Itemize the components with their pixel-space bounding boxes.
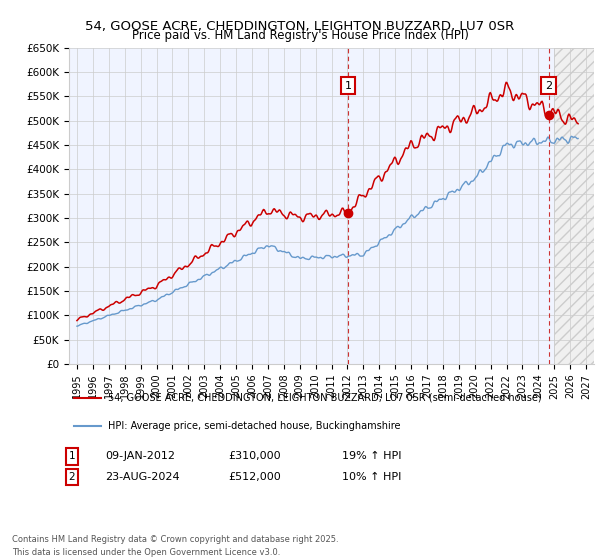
Text: 1: 1 — [68, 451, 76, 461]
Bar — [554, 48, 594, 364]
Text: 09-JAN-2012: 09-JAN-2012 — [105, 451, 175, 461]
Text: £512,000: £512,000 — [228, 472, 281, 482]
Text: HPI: Average price, semi-detached house, Buckinghamshire: HPI: Average price, semi-detached house,… — [109, 421, 401, 431]
Bar — [554, 48, 594, 364]
Text: 54, GOOSE ACRE, CHEDDINGTON, LEIGHTON BUZZARD, LU7 0SR (semi-detached house): 54, GOOSE ACRE, CHEDDINGTON, LEIGHTON BU… — [109, 393, 542, 403]
Text: 23-AUG-2024: 23-AUG-2024 — [105, 472, 179, 482]
Text: 19% ↑ HPI: 19% ↑ HPI — [342, 451, 401, 461]
Text: 2: 2 — [68, 472, 76, 482]
Text: 54, GOOSE ACRE, CHEDDINGTON, LEIGHTON BUZZARD, LU7 0SR: 54, GOOSE ACRE, CHEDDINGTON, LEIGHTON BU… — [85, 20, 515, 32]
Text: Price paid vs. HM Land Registry's House Price Index (HPI): Price paid vs. HM Land Registry's House … — [131, 29, 469, 42]
Text: Contains HM Land Registry data © Crown copyright and database right 2025.
This d: Contains HM Land Registry data © Crown c… — [12, 535, 338, 557]
Text: 2: 2 — [545, 81, 552, 91]
Text: £310,000: £310,000 — [228, 451, 281, 461]
Text: 1: 1 — [344, 81, 352, 91]
Text: 10% ↑ HPI: 10% ↑ HPI — [342, 472, 401, 482]
